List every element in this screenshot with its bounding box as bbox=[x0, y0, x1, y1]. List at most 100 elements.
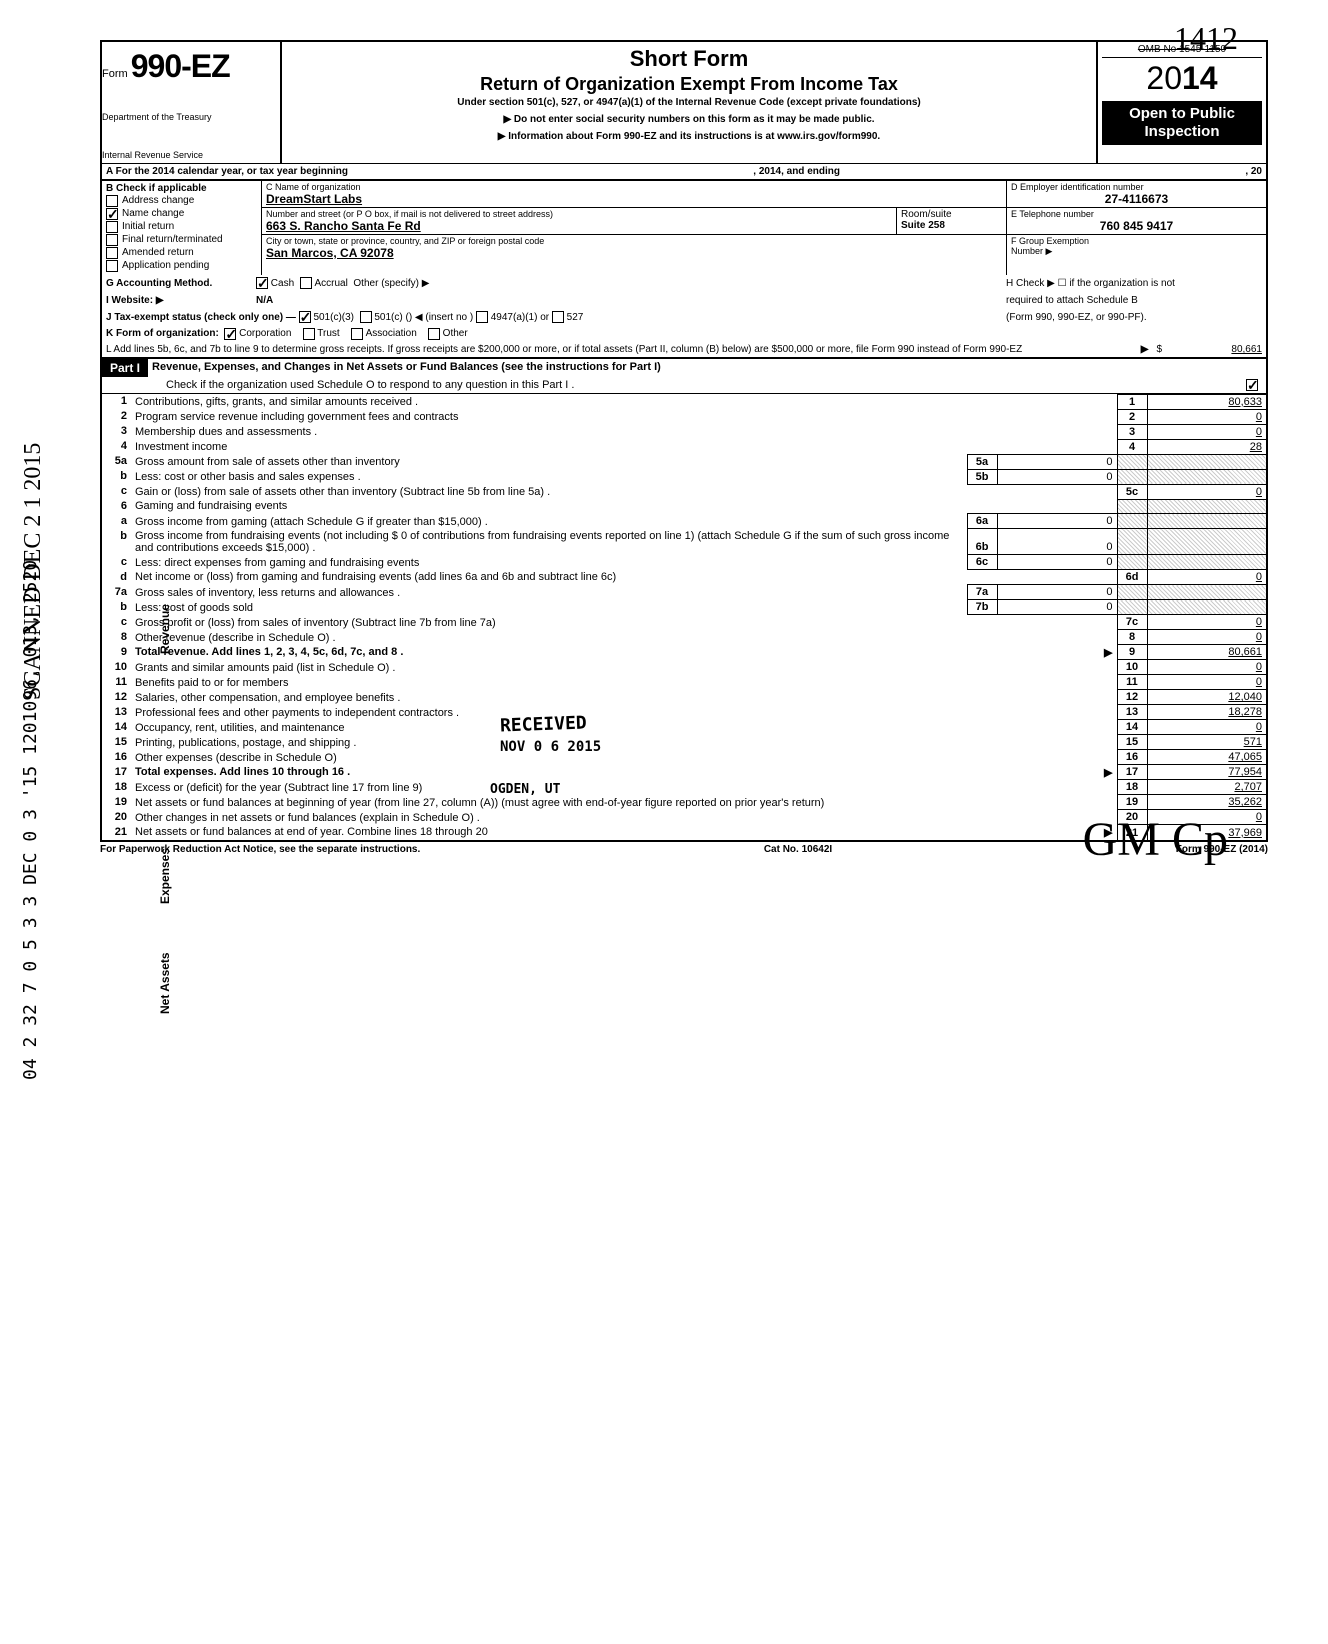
line-number: 6 bbox=[101, 499, 131, 514]
box-number: 19 bbox=[1117, 795, 1147, 810]
line-description: Gross amount from sale of assets other t… bbox=[131, 454, 967, 469]
checkbox-amended-return[interactable] bbox=[106, 247, 118, 259]
row-k-form-org: K Form of organization: Corporation Trus… bbox=[100, 326, 1268, 342]
checkbox-name-change[interactable] bbox=[106, 208, 118, 220]
line-number: 17 bbox=[101, 765, 131, 780]
checkbox-association[interactable] bbox=[351, 328, 363, 340]
checkbox-4947[interactable] bbox=[476, 311, 488, 323]
row-l-gross-receipts: L Add lines 5b, 6c, and 7b to line 9 to … bbox=[100, 342, 1268, 359]
side-label-expenses: Expenses bbox=[158, 848, 172, 904]
row-a-mid: , 2014, and ending bbox=[753, 166, 840, 177]
checkbox-501c3[interactable] bbox=[299, 311, 311, 323]
box-value: 0 bbox=[1147, 409, 1267, 424]
box-value: 0 bbox=[1147, 615, 1267, 630]
line-description: Contributions, gifts, grants, and simila… bbox=[131, 394, 1117, 409]
line-description: Printing, publications, postage, and shi… bbox=[131, 735, 1117, 750]
line-row: bGross income from fundraising events (n… bbox=[101, 529, 1267, 555]
box-value-shaded bbox=[1147, 555, 1267, 570]
lines-table: 1Contributions, gifts, grants, and simil… bbox=[100, 394, 1268, 842]
mini-box-number: 6a bbox=[967, 514, 997, 529]
checkbox-527[interactable] bbox=[552, 311, 564, 323]
line-number: 8 bbox=[101, 630, 131, 645]
side-label-net-assets: Net Assets bbox=[158, 952, 172, 1014]
mini-box-value: 0 bbox=[997, 555, 1117, 570]
line-description: Professional fees and other payments to … bbox=[131, 705, 1117, 720]
form-header-left: Form 990-EZ Department of the Treasury I… bbox=[102, 42, 282, 163]
line-row: 12Salaries, other compensation, and empl… bbox=[101, 690, 1267, 705]
checkbox-501c[interactable] bbox=[360, 311, 372, 323]
line-number: 3 bbox=[101, 424, 131, 439]
label-501c: 501(c) ( bbox=[374, 312, 408, 323]
line-row: cGain or (loss) from sale of assets othe… bbox=[101, 484, 1267, 499]
line-number: b bbox=[101, 529, 131, 555]
box-value: 80,633 bbox=[1147, 394, 1267, 409]
h-check-line2: required to attach Schedule B bbox=[1006, 295, 1258, 306]
mini-box-number: 6b bbox=[967, 529, 997, 555]
box-number: 8 bbox=[1117, 630, 1147, 645]
label-other-org: Other bbox=[443, 328, 468, 339]
line-row: dNet income or (loss) from gaming and fu… bbox=[101, 570, 1267, 585]
line-row: 19Net assets or fund balances at beginni… bbox=[101, 795, 1267, 810]
box-number: 13 bbox=[1117, 705, 1147, 720]
col-h-2: required to attach Schedule B bbox=[1002, 294, 1262, 307]
label-corporation: Corporation bbox=[239, 328, 291, 339]
box-number: 2 bbox=[1117, 409, 1147, 424]
main-info-block: B Check if applicable Address change Nam… bbox=[100, 181, 1268, 275]
ein-label: D Employer identification number bbox=[1011, 182, 1262, 192]
form-number: 990-EZ bbox=[131, 48, 230, 84]
box-value: 0 bbox=[1147, 484, 1267, 499]
checkbox-application-pending[interactable] bbox=[106, 260, 118, 272]
mini-box-number: 7a bbox=[967, 585, 997, 600]
checkbox-schedule-o[interactable] bbox=[1246, 379, 1258, 391]
line-row: 2Program service revenue including gover… bbox=[101, 409, 1267, 424]
part1-check-row: Check if the organization used Schedule … bbox=[100, 377, 1268, 394]
part1-title: Revenue, Expenses, and Changes in Net As… bbox=[148, 359, 1266, 375]
mini-box-value: 0 bbox=[997, 600, 1117, 615]
checkbox-final-return[interactable] bbox=[106, 234, 118, 246]
form-header: Form 990-EZ Department of the Treasury I… bbox=[100, 40, 1268, 163]
col-de: D Employer identification number 27-4116… bbox=[1006, 181, 1266, 275]
checkbox-accrual[interactable] bbox=[300, 277, 312, 289]
line-description: Membership dues and assessments . bbox=[131, 424, 1117, 439]
line-description: Less: cost or other basis and sales expe… bbox=[131, 469, 967, 484]
checkbox-other-org[interactable] bbox=[428, 328, 440, 340]
box-value: 0 bbox=[1147, 630, 1267, 645]
label-cash: Cash bbox=[271, 278, 294, 289]
box-value: 571 bbox=[1147, 735, 1267, 750]
box-value: 28 bbox=[1147, 439, 1267, 454]
line-description: Gross sales of inventory, less returns a… bbox=[131, 585, 967, 600]
box-value: 0 bbox=[1147, 675, 1267, 690]
box-value: 77,954 bbox=[1147, 765, 1267, 780]
checkbox-cash[interactable] bbox=[256, 277, 268, 289]
part1-check-text: Check if the organization used Schedule … bbox=[162, 377, 1238, 393]
box-number: 14 bbox=[1117, 720, 1147, 735]
room-value: Suite 258 bbox=[901, 220, 1002, 231]
checkbox-initial-return[interactable] bbox=[106, 221, 118, 233]
line-number: 11 bbox=[101, 675, 131, 690]
accounting-label: G Accounting Method. bbox=[106, 278, 256, 289]
checkbox-trust[interactable] bbox=[303, 328, 315, 340]
box-number: 7c bbox=[1117, 615, 1147, 630]
label-association: Association bbox=[366, 328, 417, 339]
row-a-right: , 20 bbox=[1245, 166, 1262, 177]
line-number: b bbox=[101, 600, 131, 615]
box-number-shaded bbox=[1117, 469, 1147, 484]
box-value: 0 bbox=[1147, 570, 1267, 585]
line-row: 5aGross amount from sale of assets other… bbox=[101, 454, 1267, 469]
city-label: City or town, state or province, country… bbox=[266, 236, 1002, 246]
label-initial-return: Initial return bbox=[122, 221, 174, 232]
box-value: 47,065 bbox=[1147, 750, 1267, 765]
label-application-pending: Application pending bbox=[122, 260, 209, 271]
title-return: Return of Organization Exempt From Incom… bbox=[290, 74, 1088, 95]
line-number: 14 bbox=[101, 720, 131, 735]
line-number: 4 bbox=[101, 439, 131, 454]
label-527: 527 bbox=[567, 312, 584, 323]
box-number: 16 bbox=[1117, 750, 1147, 765]
line-row: 10Grants and similar amounts paid (list … bbox=[101, 660, 1267, 675]
line-row: 3Membership dues and assessments .30 bbox=[101, 424, 1267, 439]
line-number: 9 bbox=[101, 645, 131, 660]
col-b-checkboxes: B Check if applicable Address change Nam… bbox=[102, 181, 262, 275]
checkbox-corporation[interactable] bbox=[224, 328, 236, 340]
h-check-line1: H Check ▶ ☐ if the organization is not bbox=[1006, 278, 1258, 289]
barcode-numbers-side: 04 2 32 7 0 5 3 3 DEC 0 3 '15 1201096, 0… bbox=[20, 560, 41, 1080]
